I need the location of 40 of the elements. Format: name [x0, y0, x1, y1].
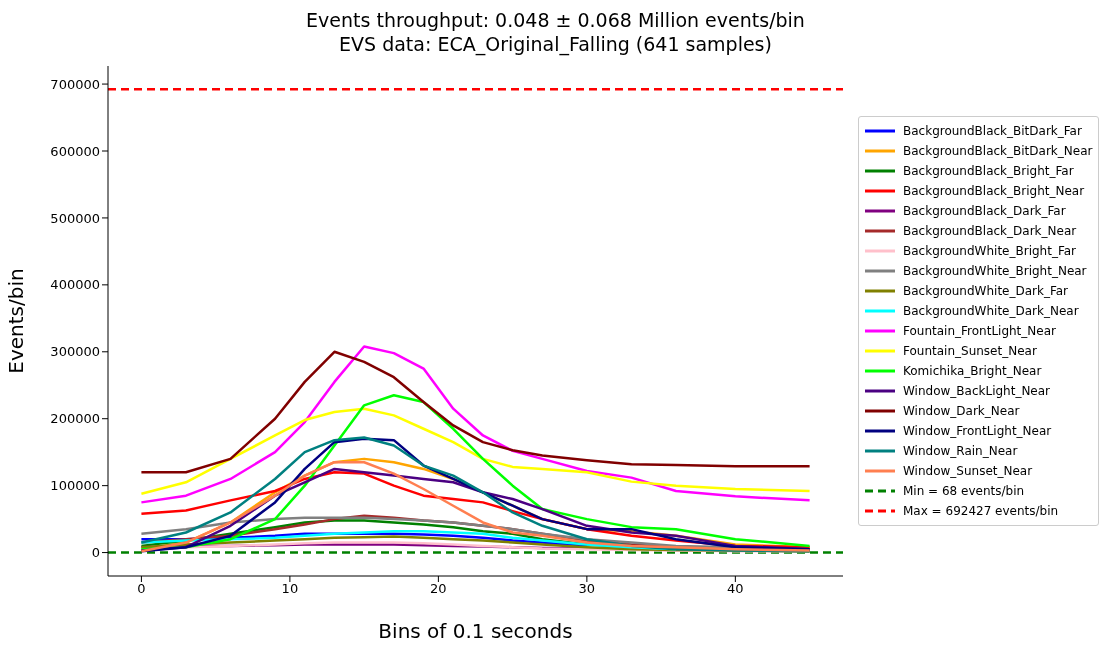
y-tick-label: 400000	[50, 277, 100, 293]
legend-label: BackgroundBlack_Bright_Far	[903, 164, 1074, 178]
x-tick-label: 30	[578, 581, 596, 597]
legend-label: BackgroundWhite_Bright_Far	[903, 244, 1076, 258]
y-tick-label: 700000	[50, 76, 100, 92]
line-series	[140, 345, 811, 504]
x-axis-title: Bins of 0.1 seconds	[378, 619, 573, 643]
legend-label: BackgroundBlack_BitDark_Near	[903, 144, 1093, 158]
x-tick-label: 0	[137, 581, 146, 597]
y-tick-label: 300000	[50, 344, 100, 360]
y-tick-label: 600000	[50, 143, 100, 159]
y-tick-label: 200000	[50, 411, 100, 427]
chart-subtitle: EVS data: ECA_Original_Falling (641 samples)	[338, 32, 773, 56]
legend-label: BackgroundBlack_Dark_Near	[903, 224, 1077, 238]
line-series	[140, 350, 811, 474]
x-tick-label: 20	[430, 581, 447, 597]
chart-title: Events throughput: 0.048 ± 0.068 Million events/bin	[305, 8, 806, 32]
line-series	[140, 407, 811, 495]
y-tick-label: 500000	[50, 210, 100, 226]
legend-label: BackgroundBlack_Bright_Near	[903, 184, 1085, 198]
legend-label: BackgroundWhite_Dark_Far	[903, 284, 1069, 298]
legend-label: BackgroundBlack_Dark_Far	[903, 204, 1066, 218]
legend-label: Window_BackLight_Near	[903, 384, 1051, 398]
legend-label: Window_Rain_Near	[903, 444, 1018, 458]
legend-label: Max = 692427 events/bin	[903, 504, 1059, 518]
legend-label: Min = 68 events/bin	[903, 484, 1025, 498]
y-axis-title: Events/bin	[4, 268, 29, 374]
legend-label: BackgroundWhite_Dark_Near	[903, 304, 1079, 318]
legend-label: Window_Dark_Near	[903, 404, 1020, 418]
y-tick-label: 0	[91, 545, 100, 561]
legend-label: Fountain_FrontLight_Near	[903, 324, 1056, 338]
legend-label: BackgroundWhite_Bright_Near	[903, 264, 1087, 278]
legend-label: Komichika_Bright_Near	[903, 364, 1042, 378]
y-tick-label: 100000	[50, 478, 100, 494]
legend-label: Window_Sunset_Near	[903, 464, 1033, 478]
x-tick-label: 40	[727, 581, 744, 597]
legend-label: Window_FrontLight_Near	[903, 424, 1052, 438]
x-tick-label: 10	[281, 581, 299, 597]
legend-label: BackgroundBlack_BitDark_Far	[903, 124, 1082, 138]
legend-label: Fountain_Sunset_Near	[903, 344, 1037, 358]
